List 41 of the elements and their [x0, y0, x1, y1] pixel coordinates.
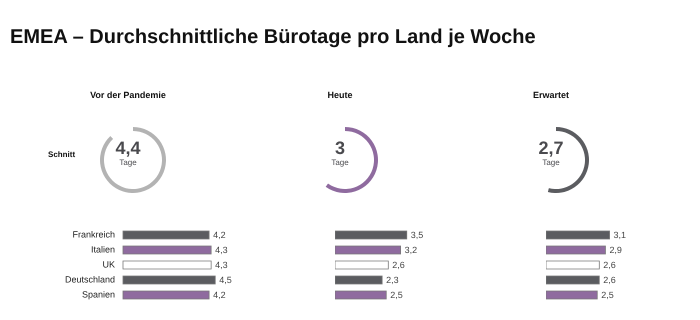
- bar: [546, 230, 610, 240]
- text: 2,7: [537, 138, 565, 158]
- data-label: 2,6: [603, 260, 616, 270]
- y-tick-label: Italien: [90, 244, 115, 255]
- y-tick-label: Frankreich: [72, 230, 115, 240]
- text: Tage: [118, 158, 138, 168]
- bar: [546, 260, 600, 270]
- chart-subtitle: Heute: [326, 90, 354, 100]
- data-label: 2,5: [390, 290, 403, 300]
- data-label: 2,6: [392, 260, 405, 270]
- data-label: 2,3: [386, 275, 399, 286]
- y-tick-label: UK: [102, 260, 115, 270]
- data-label: 4,3: [215, 260, 228, 270]
- bar: [335, 246, 401, 254]
- data-label: 2,9: [609, 245, 622, 256]
- chart-subtitle: Erwartet: [532, 90, 570, 100]
- bar: [546, 290, 598, 300]
- text: Tage: [541, 158, 561, 168]
- chart-subtitle: Vor der Pandemie: [89, 90, 167, 100]
- data-label: 2,5: [601, 290, 614, 300]
- bar: [335, 230, 408, 240]
- text: 4,4: [114, 138, 142, 158]
- data-label: 3,1: [614, 230, 626, 240]
- data-label: 4,3: [215, 245, 228, 256]
- bar: [546, 246, 606, 254]
- data-label: 4,2: [213, 290, 226, 300]
- bar: [335, 276, 383, 284]
- data-label: 4,2: [213, 230, 226, 240]
- y-tick-label: Spanien: [82, 290, 115, 300]
- bar: [335, 290, 387, 300]
- text: 3: [334, 138, 346, 158]
- text: EMEA – Durchschnittliche Bürotage pro Land je Woche: [10, 26, 536, 49]
- data-label: 2,6: [603, 275, 616, 286]
- data-label: 3,2: [404, 245, 418, 256]
- text: Schnitt: [48, 150, 76, 159]
- data-label: 3,5: [410, 230, 424, 240]
- y-tick-label: Deutschland: [64, 274, 115, 285]
- bar: [335, 260, 389, 270]
- data-label: 4,5: [219, 275, 232, 286]
- bar: [546, 276, 600, 284]
- text: Tage: [330, 158, 350, 168]
